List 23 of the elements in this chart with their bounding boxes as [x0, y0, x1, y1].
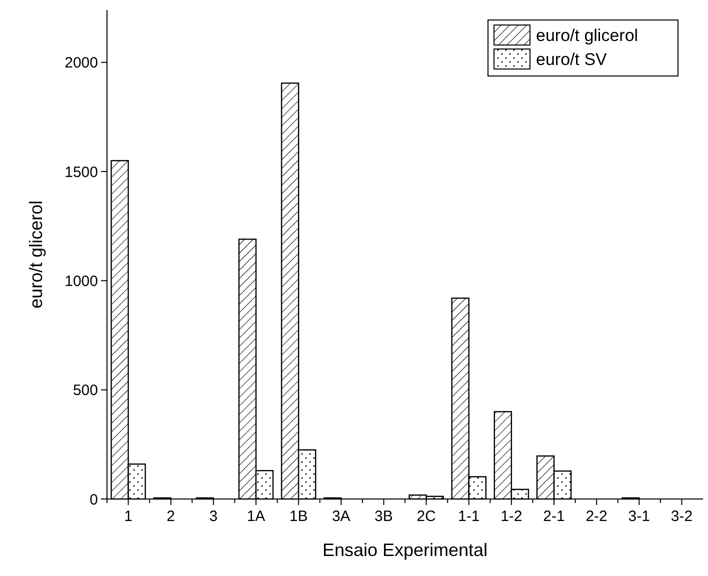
x-tick-label: 2-2 — [586, 508, 608, 525]
x-tick-label: 2C — [416, 508, 436, 525]
x-tick-label: 1A — [246, 508, 266, 525]
x-tick-label: 3 — [209, 508, 218, 525]
legend-label: euro/t SV — [536, 50, 608, 69]
y-tick-label: 0 — [90, 491, 98, 508]
legend-label: euro/t glicerol — [536, 26, 638, 45]
x-axis-title: Ensaio Experimental — [322, 540, 488, 560]
x-tick-label: 3B — [374, 508, 393, 525]
x-tick-label: 1-1 — [458, 508, 480, 525]
y-tick-label: 500 — [72, 382, 98, 400]
y-tick-label: 1000 — [64, 272, 98, 290]
y-tick-label: 2000 — [64, 54, 98, 72]
x-tick-label: 3A — [332, 508, 350, 525]
y-axis-title: euro/t glicerol — [26, 200, 46, 309]
x-tick-label: 1-2 — [500, 508, 522, 525]
x-tick-label: 3-1 — [628, 508, 650, 525]
x-tick-label: 2-1 — [543, 508, 565, 525]
x-tick-label: 1B — [289, 508, 308, 525]
x-tick-label: 1 — [124, 508, 132, 525]
y-tick-label: 1500 — [64, 164, 98, 181]
x-tick-label: 3-2 — [670, 508, 693, 525]
x-tick-label: 2 — [166, 508, 176, 525]
